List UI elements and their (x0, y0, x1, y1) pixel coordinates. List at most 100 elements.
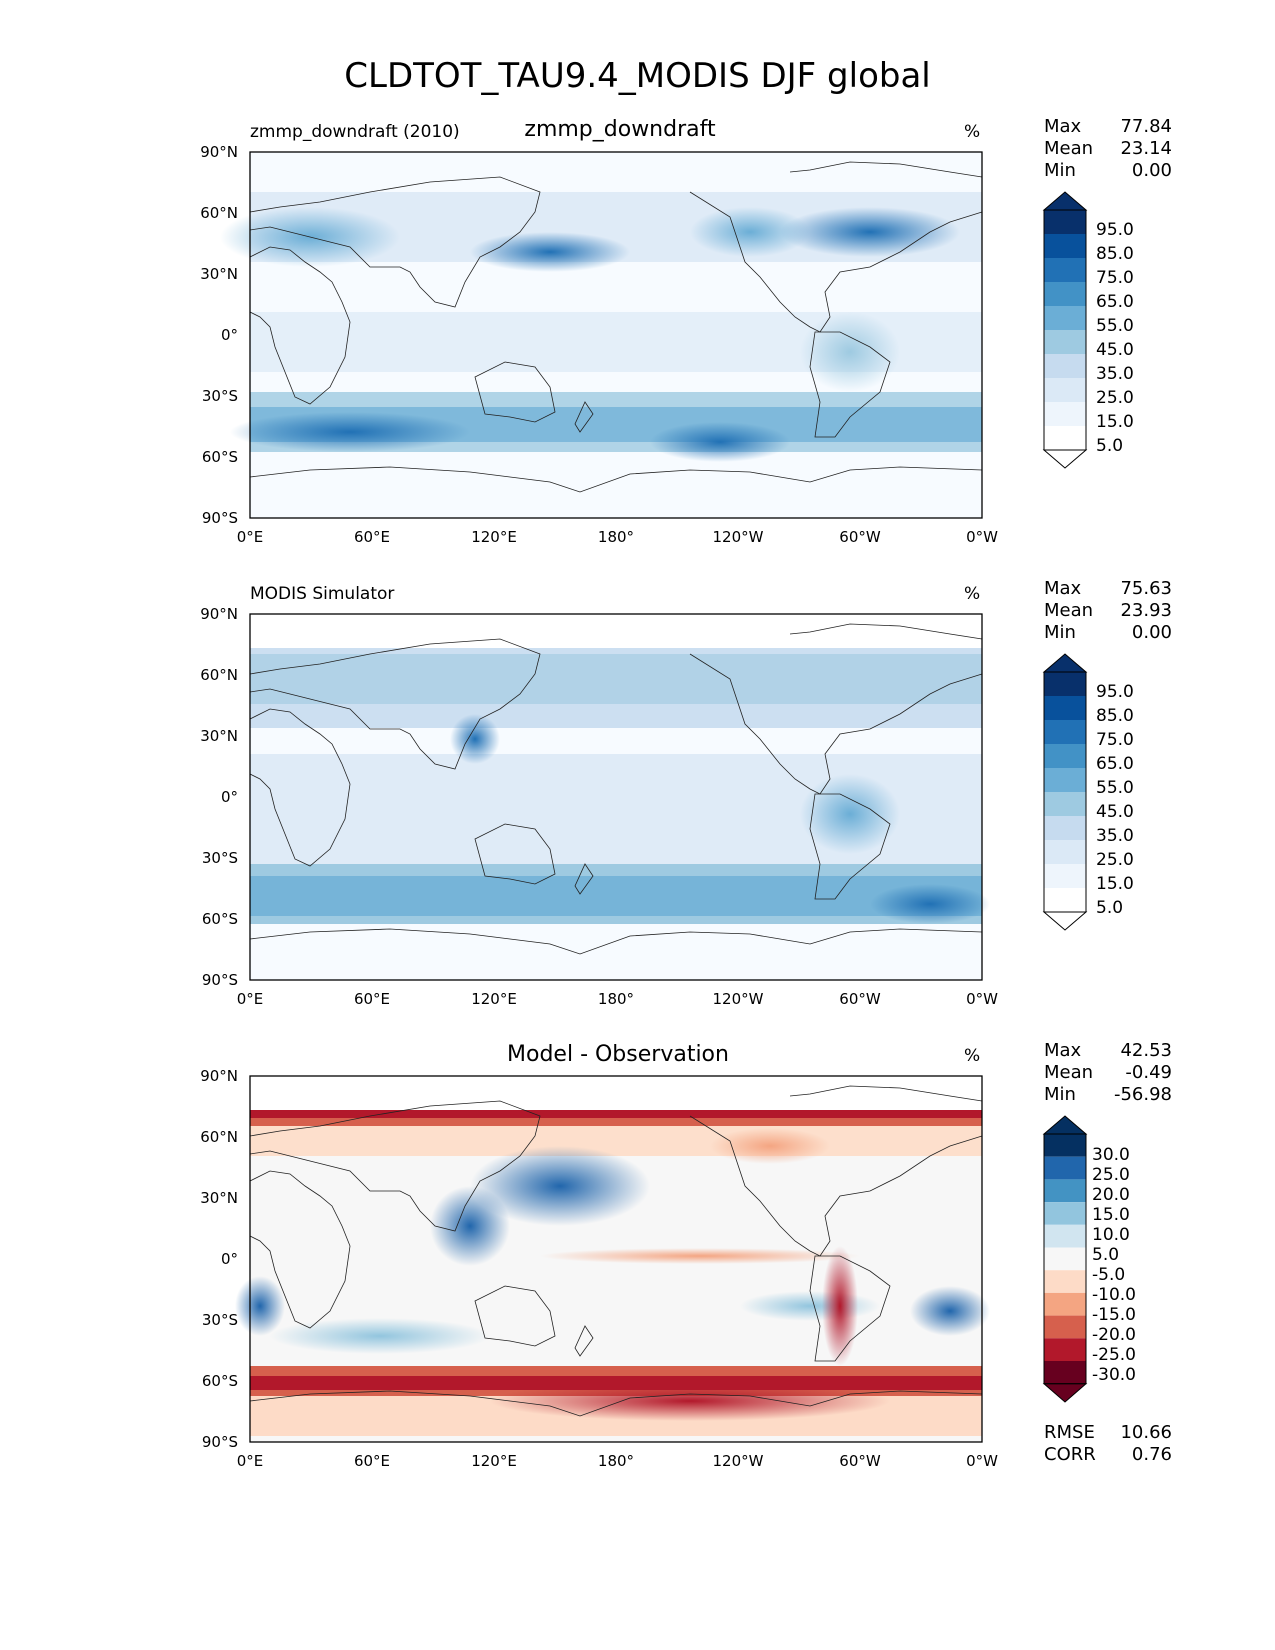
stat-max: 77.84 (1120, 116, 1172, 137)
colorbar-tick: -25.0 (1092, 1345, 1136, 1365)
colorbar-extend-min (1042, 1383, 1088, 1403)
lat-tick: 30°N (200, 727, 238, 745)
colorbar-swatch (1044, 1338, 1086, 1361)
colorbar-tick: -15.0 (1092, 1305, 1136, 1325)
field-patch (800, 312, 900, 392)
colorbar-swatch (1044, 720, 1086, 744)
field-patch (822, 1246, 858, 1366)
colorbar-swatch (1044, 426, 1086, 450)
lat-tick: 0° (220, 326, 238, 344)
lat-tick: 90°N (200, 143, 238, 161)
lon-tick: 0°W (966, 1452, 998, 1470)
lon-tick: 180° (597, 528, 635, 546)
units-label: % (964, 122, 981, 142)
field-patch (490, 1381, 890, 1421)
lon-tick: 180° (597, 990, 635, 1008)
colorbar-swatch (1044, 792, 1086, 816)
lat-tick: 60°N (200, 666, 238, 684)
field-patch (650, 422, 790, 462)
lon-tick: 0°E (236, 528, 264, 546)
colorbar-swatch (1044, 840, 1086, 864)
colorbar-swatch (1044, 1134, 1086, 1157)
colorbar-swatch (1044, 1179, 1086, 1203)
corr-value: 0.76 (1131, 1444, 1172, 1465)
stat-mean: 23.93 (1120, 600, 1172, 621)
lat-tick: 60°S (201, 448, 238, 466)
colorbar-swatch (1044, 354, 1086, 378)
lon-tick: 120°W (712, 990, 764, 1008)
colorbar-extend-min (1042, 911, 1088, 931)
lat-tick: 0° (220, 1250, 238, 1268)
colorbar-swatch (1044, 258, 1086, 282)
lat-tick: 30°S (201, 849, 238, 867)
colorbar-swatch (1044, 210, 1086, 234)
colorbar-swatch (1044, 864, 1086, 888)
field-patch (270, 1318, 490, 1354)
field-patch (870, 884, 990, 924)
lon-tick: 120°W (712, 1452, 764, 1470)
lon-tick: 0°W (966, 990, 998, 1008)
map-panel (249, 613, 990, 981)
lon-tick: 60°W (839, 990, 881, 1008)
colorbar-tick: 55.0 (1096, 778, 1134, 798)
map-frame (249, 151, 983, 519)
field-patch (710, 1128, 830, 1164)
stat-mean: -0.49 (1125, 1062, 1172, 1083)
missing-data-band (250, 1076, 982, 1110)
stat-label: Min (1044, 1084, 1076, 1105)
lat-tick: 90°S (201, 971, 238, 989)
colorbar-tick: 15.0 (1096, 412, 1134, 432)
field-patch (450, 714, 500, 764)
panel-left-label: MODIS Simulator (250, 584, 395, 604)
rmse-corr-box: RMSE 10.66 CORR 0.76 (1044, 1422, 1172, 1466)
colorbar-tick: 25.0 (1092, 1165, 1130, 1185)
lat-tick: 30°S (201, 1311, 238, 1329)
rmse-label: RMSE (1044, 1422, 1095, 1443)
colorbar-swatch (1044, 696, 1086, 720)
map-panel (235, 1075, 990, 1443)
lon-tick: 120°E (471, 990, 517, 1008)
colorbar-swatch (1044, 234, 1086, 258)
stat-min: 0.00 (1131, 160, 1172, 181)
lat-tick: 30°N (200, 265, 238, 283)
stat-label: Min (1044, 160, 1076, 181)
lat-tick: 0° (220, 788, 238, 806)
lat-tick: 60°N (200, 204, 238, 222)
stat-label: Mean (1044, 1062, 1094, 1083)
coastlines (249, 623, 983, 955)
field-patch (230, 412, 470, 452)
field-patch (690, 207, 810, 257)
colorbar-tick: 75.0 (1096, 268, 1134, 288)
colorbar-swatch (1044, 378, 1086, 402)
coastlines (249, 1085, 983, 1417)
lon-tick: 60°E (353, 1452, 391, 1470)
colorbar-frame (1043, 671, 1087, 913)
colorbar-tick: 55.0 (1096, 316, 1134, 336)
colorbar-tick: 10.0 (1092, 1225, 1130, 1245)
lat-tick: 30°S (201, 387, 238, 405)
map-frame (249, 613, 983, 981)
colorbar-frame (1043, 1133, 1087, 1385)
colorbar-tick: 95.0 (1096, 220, 1134, 240)
stat-min: -56.98 (1113, 1084, 1172, 1105)
lon-tick: 0°E (236, 1452, 264, 1470)
stat-mean: 23.14 (1120, 138, 1172, 159)
colorbar-swatch (1044, 816, 1086, 840)
lon-tick: 180° (597, 1452, 635, 1470)
colorbar-tick: 35.0 (1096, 364, 1134, 384)
stat-label: Mean (1044, 600, 1094, 621)
figure-title: CLDTOT_TAU9.4_MODIS DJF global (344, 56, 931, 96)
stat-min: 0.00 (1131, 622, 1172, 643)
stat-max: 75.63 (1120, 578, 1172, 599)
colorbar-tick: 25.0 (1096, 850, 1134, 870)
field-patch (235, 1276, 285, 1336)
panel-title: Model - Observation (507, 1042, 729, 1067)
lat-tick: 90°N (200, 605, 238, 623)
colorbar-tick: 85.0 (1096, 244, 1134, 264)
field-patch (780, 207, 960, 257)
lon-tick: 120°E (471, 528, 517, 546)
stat-label: Mean (1044, 138, 1094, 159)
lon-tick: 0°E (236, 990, 264, 1008)
colorbar-extend-max (1042, 191, 1088, 211)
colorbar-swatch (1044, 1202, 1086, 1225)
